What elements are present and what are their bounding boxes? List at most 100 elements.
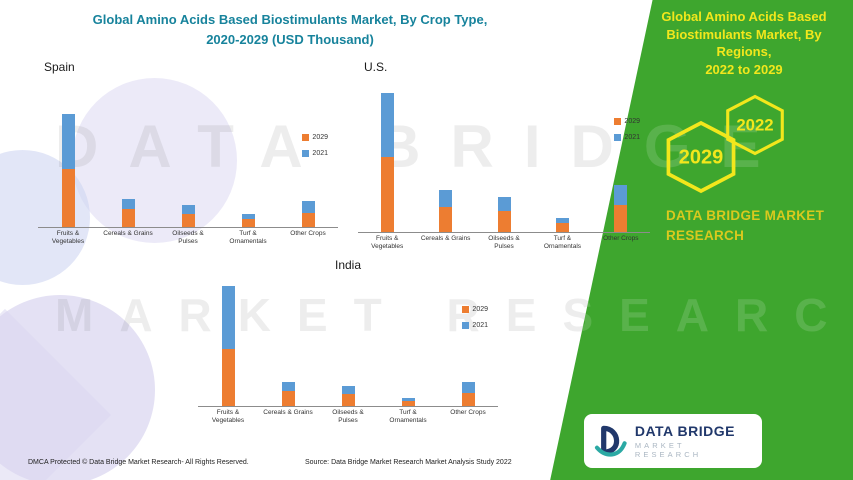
green-brand-text: DATA BRIDGE MARKET RESEARCH — [666, 206, 848, 245]
chart-title: India — [334, 258, 362, 272]
category-label: Fruits & Vegetables — [51, 230, 85, 246]
bar-segment-2029 — [121, 209, 135, 227]
bar-segment-2029 — [221, 349, 235, 406]
bar-segment-2021 — [497, 197, 511, 211]
bar-segment-2029 — [181, 214, 195, 227]
bar-segment-2021 — [341, 386, 355, 394]
legend-item: 2021 — [614, 134, 640, 141]
stacked-bar — [221, 280, 235, 406]
hexagon-outline — [666, 120, 736, 194]
stacked-bar — [341, 280, 355, 406]
legend-item: 2029 — [302, 134, 328, 141]
stacked-bar — [555, 82, 569, 232]
regions-title-line3: 2022 to 2029 — [705, 61, 783, 77]
regions-title: Global Amino Acids Based Biostimulants M… — [640, 8, 848, 78]
bar-group — [218, 82, 278, 227]
category-label: Cereals & Grains — [420, 235, 471, 242]
legend-swatch-2021 — [302, 150, 310, 157]
green-brand-text-line2: RESEARCH — [666, 227, 745, 243]
legend-label: 2021 — [624, 134, 640, 141]
data-bridge-logo-icon — [594, 425, 627, 457]
legend-swatch-2021 — [614, 134, 622, 141]
stacked-bar — [401, 280, 415, 406]
stacked-bar — [61, 82, 75, 227]
bar-segment-2021 — [380, 93, 394, 157]
logo-name: DATA BRIDGE — [634, 423, 735, 439]
stacked-bar — [241, 82, 255, 227]
hexagon-2029-label: 2029 — [679, 147, 723, 169]
bar-segment-2029 — [241, 219, 255, 227]
chart-plot-area: 2029 2021 — [38, 82, 338, 228]
decor-circle — [0, 295, 155, 480]
bar-segment-2021 — [121, 199, 135, 209]
stacked-bar — [121, 82, 135, 227]
bar-segment-2021 — [61, 114, 75, 169]
hexagon-2022-label: 2022 — [736, 116, 773, 135]
bar-group — [38, 82, 98, 227]
bar-segment-2029 — [301, 213, 315, 227]
bar-segment-2021 — [401, 398, 415, 401]
bar-segment-2029 — [497, 211, 511, 232]
bar-group — [158, 82, 218, 227]
chart-spain: Spain 2029 2021 Fruits & Vegetables Cerea… — [38, 60, 338, 246]
category-label: Other Crops — [603, 235, 639, 242]
category-label: Oilseeds & Pulses — [332, 409, 364, 425]
legend-swatch-2029 — [302, 134, 310, 141]
bar-segment-2029 — [401, 401, 415, 406]
chart-plot-area: 2029 2021 — [358, 82, 650, 233]
legend-label: 2029 — [472, 306, 488, 313]
bar-columns — [358, 82, 650, 232]
bar-group — [378, 280, 438, 406]
category-label: Other Crops — [290, 230, 326, 237]
stacked-bar — [380, 82, 394, 232]
legend-item: 2029 — [614, 118, 640, 125]
bar-segment-2021 — [181, 205, 195, 214]
category-label: Turf & Ornamentals — [543, 235, 582, 251]
chart-india: India 2029 2021 Fruits & Vegetables Cerea… — [198, 258, 498, 425]
bar-group — [278, 82, 338, 227]
legend-item: 2021 — [462, 322, 488, 329]
bar-group — [592, 82, 650, 232]
bar-segment-2029 — [61, 169, 75, 227]
legend-swatch-2021 — [462, 322, 470, 329]
legend-item: 2021 — [302, 150, 328, 157]
legend-item: 2029 — [462, 306, 488, 313]
main-title-line1: Global Amino Acids Based Biostimulants M… — [92, 12, 488, 27]
legend-swatch-2029 — [614, 118, 622, 125]
bar-segment-2029 — [439, 207, 453, 232]
decor-square — [0, 308, 112, 480]
stacked-bar — [497, 82, 511, 232]
bar-group — [198, 280, 258, 406]
category-label: Fruits & Vegetables — [371, 235, 404, 251]
category-label: Other Crops — [450, 409, 486, 416]
bar-segment-2021 — [281, 382, 295, 391]
legend-label: 2021 — [312, 150, 328, 157]
bar-segment-2021 — [461, 382, 475, 393]
chart-legend: 2029 2021 — [614, 118, 640, 141]
legend-label: 2029 — [312, 134, 328, 141]
legend-label: 2029 — [624, 118, 640, 125]
bar-segment-2021 — [221, 286, 235, 349]
logo-text-block: DATA BRIDGE MARKET RESEARCH — [635, 423, 752, 459]
bar-columns — [38, 82, 338, 227]
bar-group — [98, 82, 158, 227]
bar-segment-2029 — [281, 391, 295, 406]
category-labels: Fruits & Vegetables Cereals & Grains Oilse… — [38, 230, 338, 246]
bar-segment-2029 — [614, 205, 628, 232]
bar-segment-2021 — [301, 201, 315, 213]
hexagon-2022: 2022 — [726, 94, 784, 156]
stacked-bar — [439, 82, 453, 232]
logo-subtitle: MARKET RESEARCH — [634, 441, 702, 459]
bar-group — [416, 82, 474, 232]
regions-title-line1: Global Amino Acids Based — [661, 9, 827, 24]
bar-group — [533, 82, 591, 232]
chart-plot-area: 2029 2021 — [198, 280, 498, 407]
bar-group — [438, 280, 498, 406]
stacked-bar — [614, 82, 628, 232]
category-label: Oilseeds & Pulses — [488, 235, 520, 251]
main-title: Global Amino Acids Based Biostimulants M… — [45, 10, 535, 49]
chart-legend: 2029 2021 — [302, 134, 328, 157]
bar-segment-2029 — [341, 394, 355, 406]
green-brand-text-line1: DATA BRIDGE MARKET — [666, 208, 825, 223]
bar-group — [258, 280, 318, 406]
